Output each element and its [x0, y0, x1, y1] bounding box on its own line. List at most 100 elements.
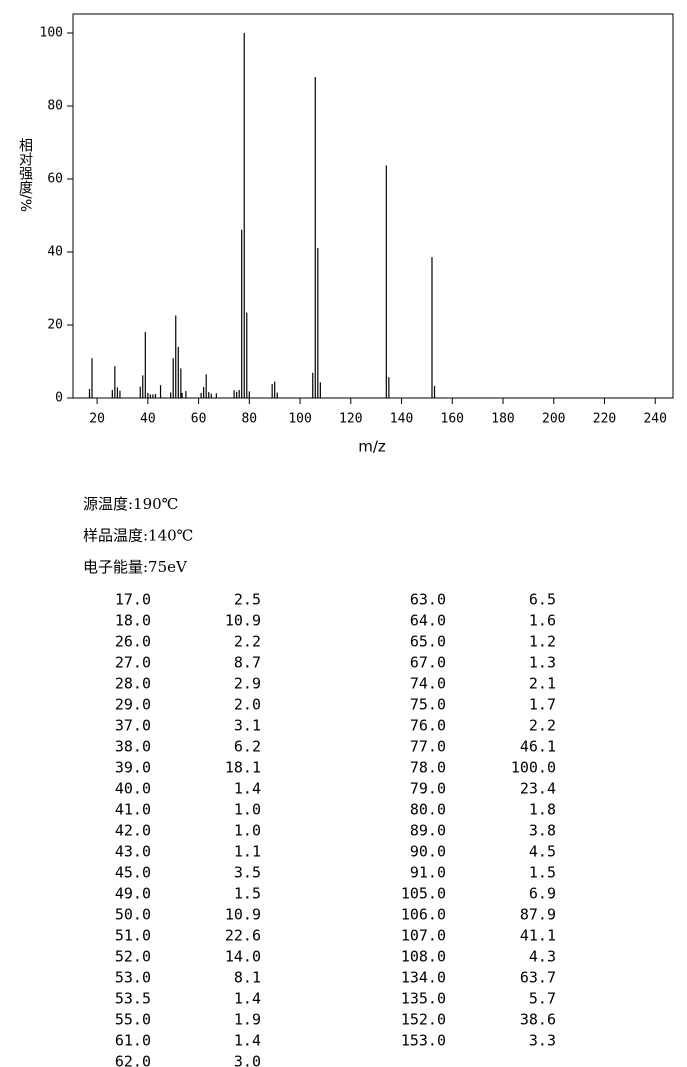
y-tick-label: 0	[55, 391, 63, 406]
intensity-cell: 1.9	[234, 1011, 261, 1029]
condition: 电子能量:75eV	[83, 558, 188, 576]
intensity-cell: 1.1	[234, 843, 261, 861]
mz-cell: 64.0	[410, 612, 446, 630]
mz-cell: 50.0	[115, 906, 151, 924]
y-tick-label: 60	[47, 171, 63, 186]
y-axis-label: 相对强度/%	[17, 138, 33, 212]
intensity-cell: 1.3	[529, 654, 556, 672]
mz-cell: 74.0	[410, 675, 446, 693]
intensity-cell: 2.9	[234, 675, 261, 693]
y-tick-label: 80	[47, 98, 63, 113]
condition: 样品温度:140℃	[83, 527, 193, 545]
mz-cell: 67.0	[410, 654, 446, 672]
intensity-cell: 6.5	[529, 591, 556, 609]
mz-cell: 41.0	[115, 801, 151, 819]
intensity-cell: 4.3	[529, 948, 556, 966]
intensity-cell: 2.2	[529, 717, 556, 735]
intensity-cell: 3.1	[234, 717, 261, 735]
mz-cell: 75.0	[410, 696, 446, 714]
mz-cell: 78.0	[410, 759, 446, 777]
intensity-cell: 41.1	[520, 927, 556, 945]
intensity-cell: 2.1	[529, 675, 556, 693]
mz-cell: 29.0	[115, 696, 151, 714]
mz-cell: 39.0	[115, 759, 151, 777]
mz-cell: 65.0	[410, 633, 446, 651]
mz-cell: 135.0	[401, 990, 446, 1008]
intensity-cell: 1.5	[234, 885, 261, 903]
mz-cell: 27.0	[115, 654, 151, 672]
mz-cell: 43.0	[115, 843, 151, 861]
mz-cell: 79.0	[410, 780, 446, 798]
plot-frame	[72, 13, 674, 399]
mz-cell: 53.0	[115, 969, 151, 987]
y-tick-label: 40	[47, 244, 63, 259]
x-axis-label: m/z	[358, 438, 386, 456]
intensity-cell: 22.6	[225, 927, 261, 945]
intensity-cell: 1.4	[234, 780, 261, 798]
mz-cell: 76.0	[410, 717, 446, 735]
intensity-cell: 4.5	[529, 843, 556, 861]
mz-cell: 52.0	[115, 948, 151, 966]
x-tick-label: 20	[89, 412, 105, 427]
intensity-cell: 2.2	[234, 633, 261, 651]
intensity-cell: 1.2	[529, 633, 556, 651]
mz-cell: 37.0	[115, 717, 151, 735]
intensity-cell: 3.0	[234, 1053, 261, 1067]
intensity-cell: 63.7	[520, 969, 556, 987]
mz-cell: 134.0	[401, 969, 446, 987]
intensity-cell: 10.9	[225, 612, 261, 630]
x-tick-label: 180	[491, 412, 514, 427]
intensity-cell: 8.7	[234, 654, 261, 672]
x-tick-label: 200	[542, 412, 565, 427]
x-tick-label: 40	[140, 412, 156, 427]
mz-cell: 26.0	[115, 633, 151, 651]
x-tick-label: 60	[191, 412, 207, 427]
x-tick-label: 160	[441, 412, 464, 427]
mz-cell: 49.0	[115, 885, 151, 903]
mz-cell: 63.0	[410, 591, 446, 609]
intensity-cell: 3.3	[529, 1032, 556, 1050]
intensity-cell: 5.7	[529, 990, 556, 1008]
intensity-cell: 14.0	[225, 948, 261, 966]
x-tick-label: 80	[241, 412, 257, 427]
mz-cell: 153.0	[401, 1032, 446, 1050]
mz-cell: 18.0	[115, 612, 151, 630]
x-tick-label: 140	[390, 412, 413, 427]
mz-cell: 105.0	[401, 885, 446, 903]
mz-cell: 77.0	[410, 738, 446, 756]
intensity-cell: 1.4	[234, 990, 261, 1008]
mz-cell: 28.0	[115, 675, 151, 693]
mz-cell: 90.0	[410, 843, 446, 861]
mz-cell: 106.0	[401, 906, 446, 924]
intensity-cell: 1.4	[234, 1032, 261, 1050]
x-tick-label: 120	[339, 412, 362, 427]
y-tick-label: 20	[47, 317, 63, 332]
intensity-cell: 1.0	[234, 822, 261, 840]
mz-cell: 91.0	[410, 864, 446, 882]
intensity-cell: 1.7	[529, 696, 556, 714]
mz-cell: 152.0	[401, 1011, 446, 1029]
intensity-cell: 100.0	[511, 759, 556, 777]
y-tick-label: 100	[40, 25, 63, 40]
intensity-cell: 38.6	[520, 1011, 556, 1029]
mz-cell: 51.0	[115, 927, 151, 945]
intensity-cell: 2.0	[234, 696, 261, 714]
intensity-cell: 1.6	[529, 612, 556, 630]
mz-cell: 38.0	[115, 738, 151, 756]
mz-cell: 55.0	[115, 1011, 151, 1029]
mz-cell: 40.0	[115, 780, 151, 798]
intensity-cell: 23.4	[520, 780, 556, 798]
intensity-cell: 18.1	[225, 759, 261, 777]
intensity-cell: 6.2	[234, 738, 261, 756]
mz-cell: 107.0	[401, 927, 446, 945]
mz-cell: 17.0	[115, 591, 151, 609]
intensity-cell: 46.1	[520, 738, 556, 756]
intensity-cell: 3.5	[234, 864, 261, 882]
intensity-cell: 10.9	[225, 906, 261, 924]
mz-cell: 89.0	[410, 822, 446, 840]
intensity-cell: 2.5	[234, 591, 261, 609]
intensity-cell: 1.8	[529, 801, 556, 819]
mz-cell: 42.0	[115, 822, 151, 840]
x-tick-label: 100	[288, 412, 311, 427]
mz-cell: 61.0	[115, 1032, 151, 1050]
